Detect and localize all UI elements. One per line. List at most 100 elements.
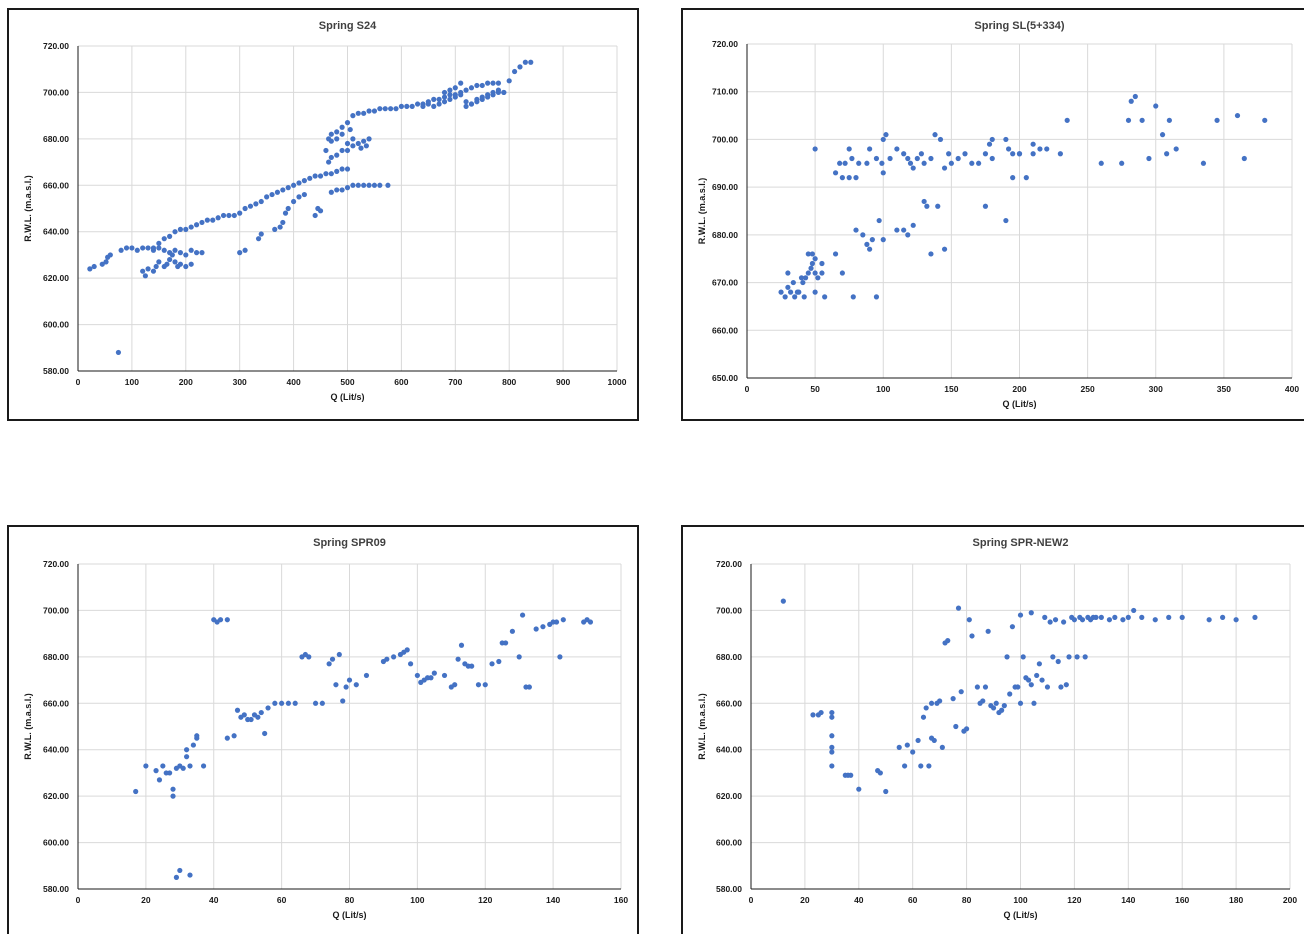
data-point	[247, 203, 254, 209]
data-point	[317, 173, 324, 179]
data-point	[187, 763, 193, 769]
data-point	[355, 182, 361, 188]
data-point	[923, 705, 929, 711]
data-point	[366, 136, 372, 142]
data-point	[801, 294, 807, 300]
y-tick-label: 620.00	[43, 273, 69, 283]
data-point	[107, 252, 113, 258]
data-point	[914, 155, 920, 162]
data-point	[234, 707, 241, 713]
data-point	[482, 682, 488, 688]
data-point	[796, 289, 802, 295]
data-point	[1017, 700, 1024, 706]
data-point	[819, 260, 825, 267]
data-point	[231, 733, 237, 739]
data-point	[344, 166, 351, 172]
data-point	[907, 160, 914, 166]
y-tick-label: 680.00	[43, 652, 69, 662]
data-point	[1159, 132, 1166, 138]
data-point	[277, 224, 283, 230]
data-point	[883, 132, 889, 138]
data-point	[1206, 617, 1212, 623]
data-point	[790, 279, 796, 286]
data-point	[344, 120, 351, 126]
data-point	[455, 656, 461, 662]
data-point	[431, 670, 437, 676]
y-tick-label: 720.00	[716, 559, 742, 569]
data-point	[1139, 614, 1145, 620]
data-point	[856, 786, 862, 792]
data-point	[436, 101, 442, 107]
data-point	[860, 232, 866, 238]
chart-spring-sl: Spring SL(5+334) 0 50 100 150 200 250 300 350 400…	[681, 8, 1304, 421]
data-point	[815, 275, 821, 281]
data-point	[468, 101, 475, 107]
data-point	[894, 146, 900, 152]
data-point	[511, 68, 518, 75]
data-point	[490, 92, 496, 98]
data-point	[172, 259, 178, 265]
data-point	[1128, 98, 1134, 104]
x-tick-label: 60	[277, 895, 287, 905]
y-tick-label: 680.00	[712, 230, 738, 240]
data-point	[258, 709, 264, 716]
data-point	[103, 259, 109, 265]
data-point	[966, 617, 972, 623]
data-point	[832, 251, 839, 257]
data-point	[328, 189, 334, 195]
data-point	[945, 638, 951, 644]
data-point	[1057, 151, 1063, 157]
data-point	[955, 605, 962, 611]
data-point	[301, 178, 307, 184]
data-point	[495, 80, 502, 86]
data-point	[334, 129, 340, 135]
data-point	[329, 656, 336, 662]
data-point	[495, 87, 502, 93]
data-point	[1252, 614, 1258, 620]
data-point	[829, 749, 835, 755]
data-point	[990, 705, 997, 711]
y-tick-label: 660.00	[43, 698, 69, 708]
data-point	[1214, 117, 1220, 123]
y-tick-label: 600.00	[43, 838, 69, 848]
data-point	[142, 273, 148, 279]
data-point	[856, 160, 862, 166]
x-tick-label: 100	[410, 895, 424, 905]
data-point	[785, 270, 791, 276]
x-tick-label: 80	[345, 895, 355, 905]
data-point	[272, 700, 278, 706]
data-point	[312, 700, 319, 706]
data-point	[1052, 617, 1059, 623]
data-point	[905, 232, 911, 238]
data-point	[850, 294, 856, 300]
chart-spring-spr-new2: Spring SPR-NEW2 0 20 40 60 80 100 120 140 160 180 2…	[681, 525, 1304, 934]
data-point	[129, 245, 135, 251]
chart-title: Spring SPR09	[313, 537, 386, 549]
data-point	[1106, 617, 1113, 623]
data-point	[928, 251, 934, 257]
data-point	[924, 203, 930, 209]
x-tick-label: 20	[800, 895, 810, 905]
data-point	[941, 246, 948, 252]
data-point	[1016, 151, 1023, 157]
data-point	[1010, 151, 1016, 157]
data-point	[798, 275, 805, 281]
data-point	[200, 763, 207, 769]
data-point	[969, 160, 975, 166]
data-point	[361, 138, 367, 144]
x-tick-label: 200	[1283, 895, 1297, 905]
data-point	[409, 103, 415, 109]
data-point	[993, 700, 999, 706]
x-tick-label: 0	[76, 377, 81, 387]
data-point	[812, 289, 818, 295]
x-tick-label: 400	[1285, 384, 1299, 394]
data-point	[164, 261, 170, 267]
data-point	[939, 744, 945, 750]
data-point	[177, 250, 184, 256]
data-point	[980, 698, 986, 704]
data-point	[501, 89, 507, 96]
data-point	[1098, 160, 1104, 166]
data-point	[177, 226, 184, 232]
data-point	[167, 256, 173, 263]
data-point	[452, 94, 458, 100]
